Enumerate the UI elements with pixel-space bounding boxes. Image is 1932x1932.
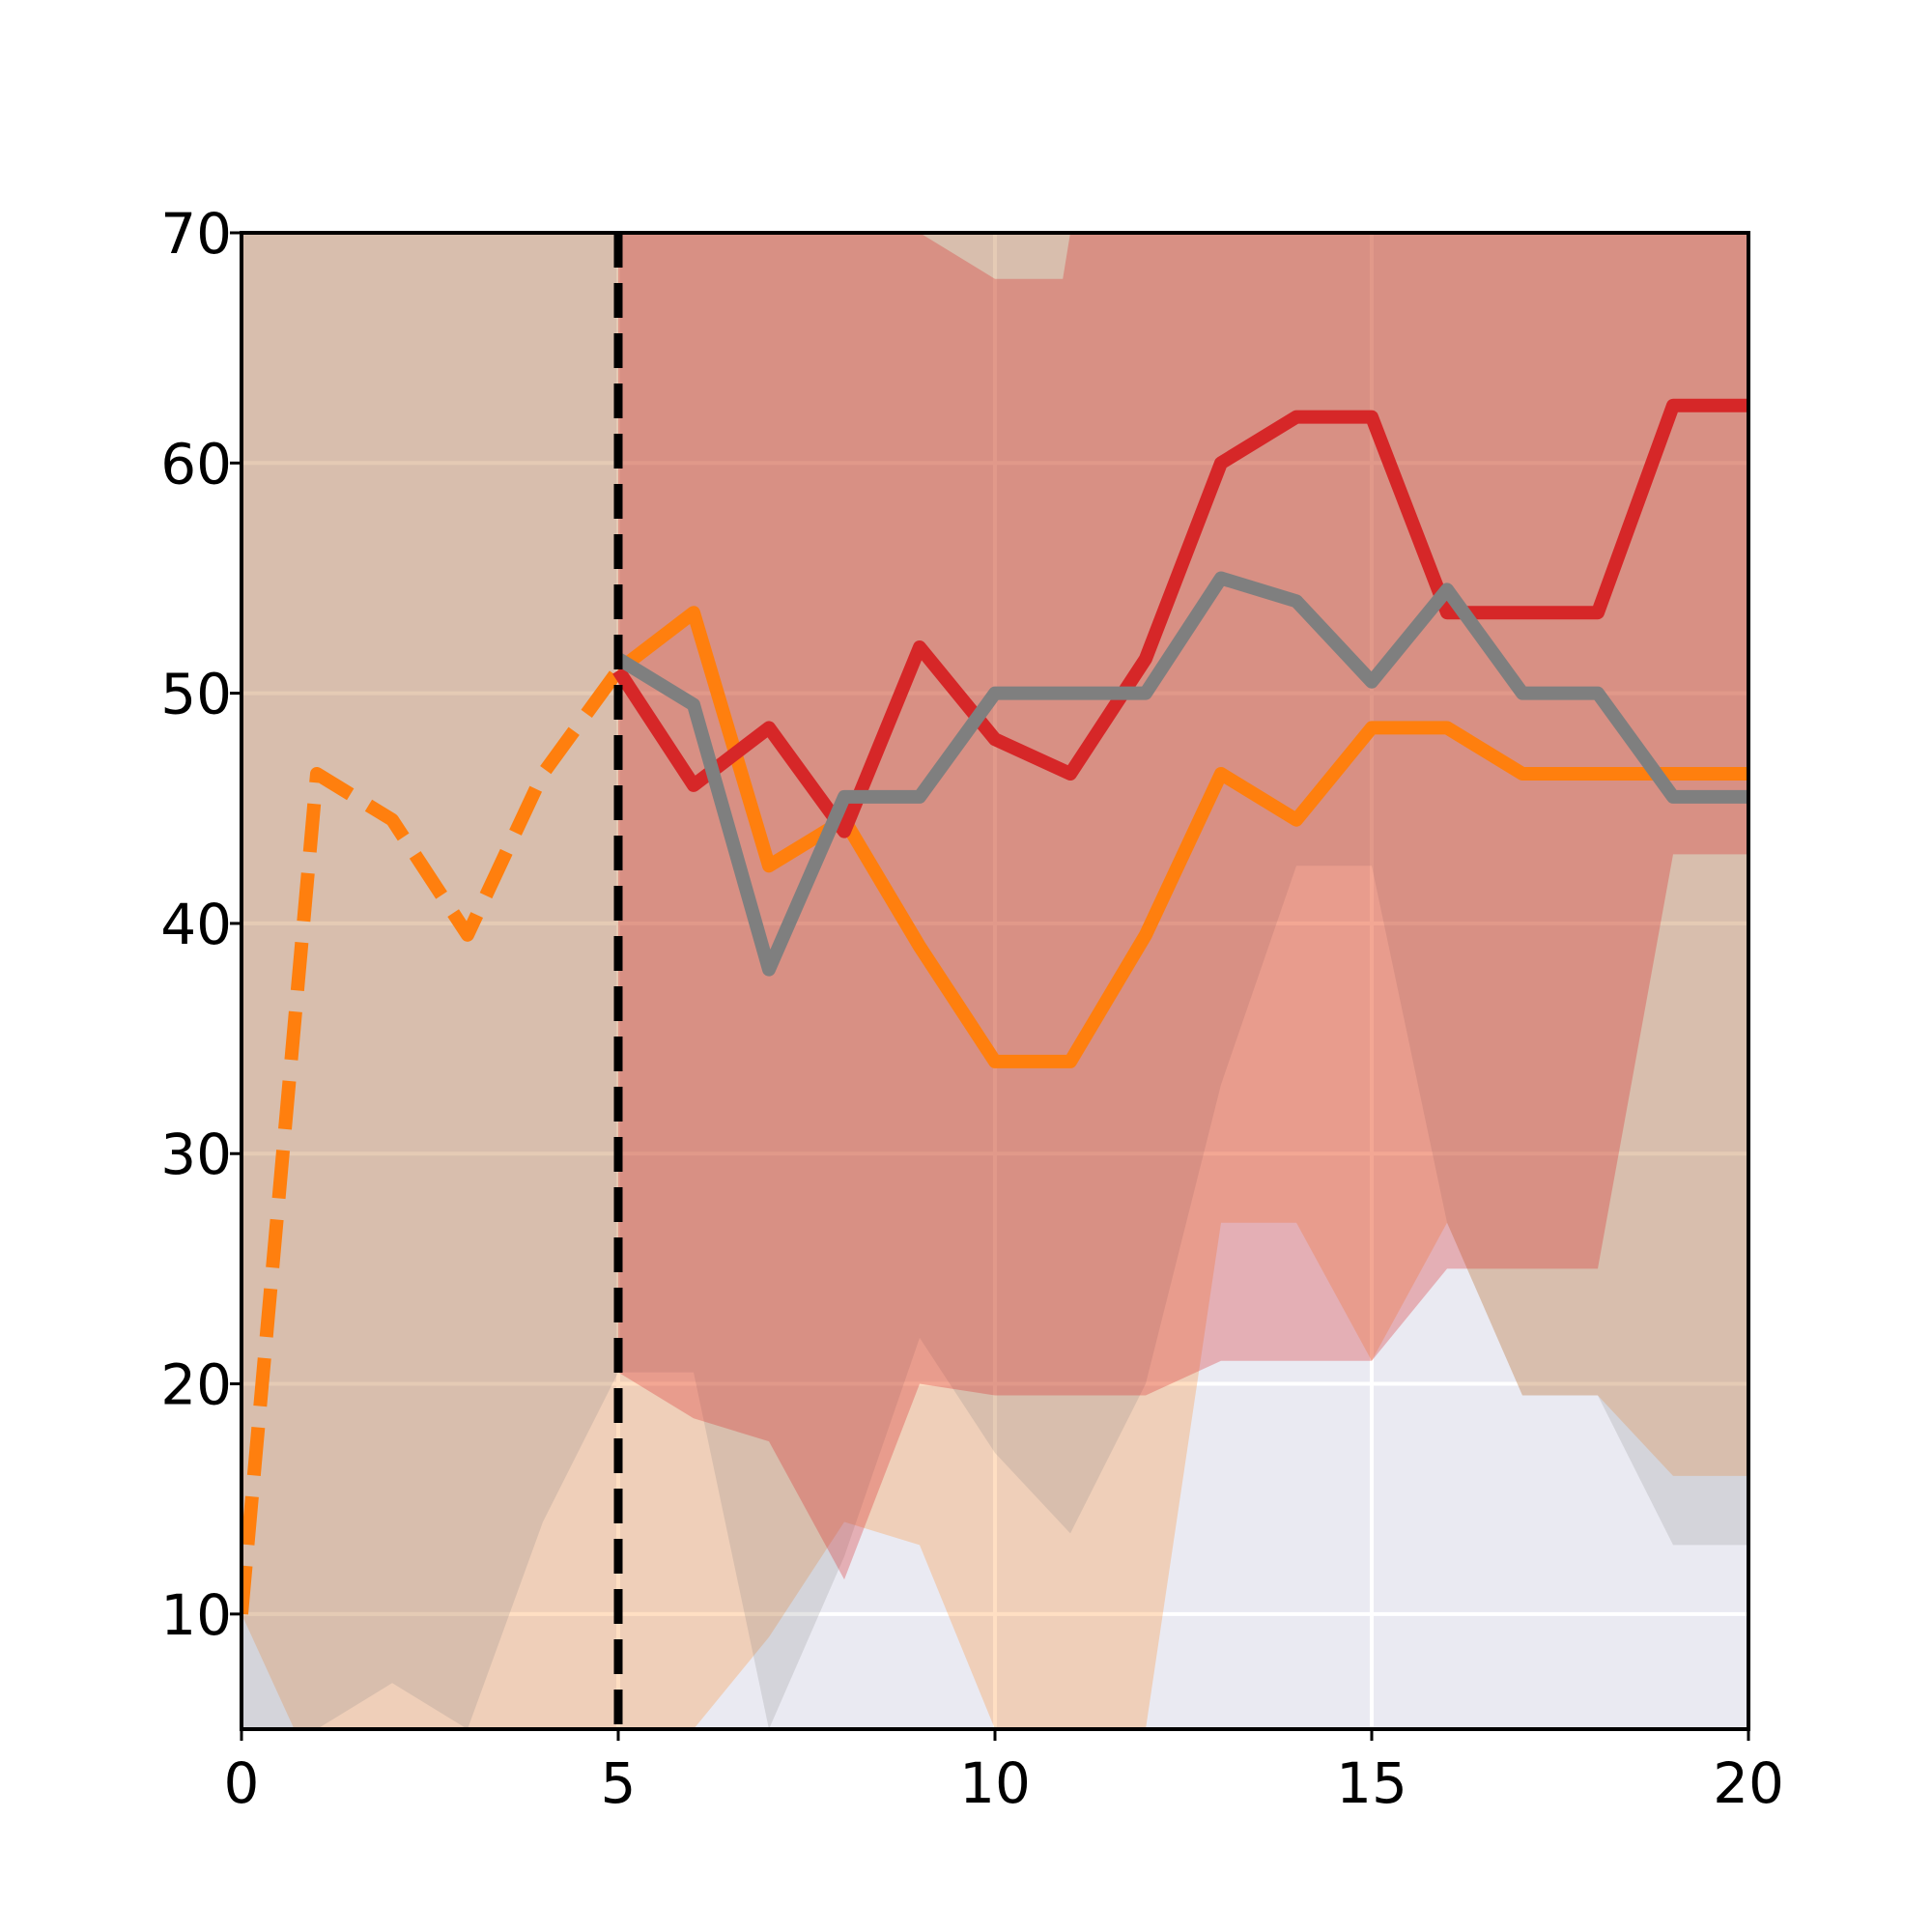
series-line-3 bbox=[614, 571, 1748, 977]
y-tick-label: 10 bbox=[160, 1582, 232, 1648]
x-tick-label: 15 bbox=[1336, 1750, 1407, 1816]
x-tick-label: 5 bbox=[601, 1750, 637, 1816]
y-tick-label: 60 bbox=[160, 431, 232, 497]
series-line-0 bbox=[242, 666, 624, 1615]
axis-ticks: 0 5 10 15 20 10 20 30 40 50 60 70 bbox=[160, 201, 1784, 1816]
series-line-1 bbox=[613, 606, 1748, 1068]
data-series bbox=[242, 398, 1748, 1615]
x-tick-label: 20 bbox=[1713, 1750, 1784, 1816]
y-tick-label: 20 bbox=[160, 1352, 232, 1418]
x-tick-label: 0 bbox=[224, 1750, 260, 1816]
y-tick-label: 40 bbox=[160, 892, 232, 957]
band-2 bbox=[618, 233, 1748, 1580]
y-tick-label: 30 bbox=[160, 1122, 232, 1187]
series-line-2 bbox=[612, 398, 1748, 838]
y-tick-label: 50 bbox=[160, 662, 232, 727]
y-tick-label: 70 bbox=[160, 201, 232, 267]
x-tick-label: 10 bbox=[959, 1750, 1031, 1816]
